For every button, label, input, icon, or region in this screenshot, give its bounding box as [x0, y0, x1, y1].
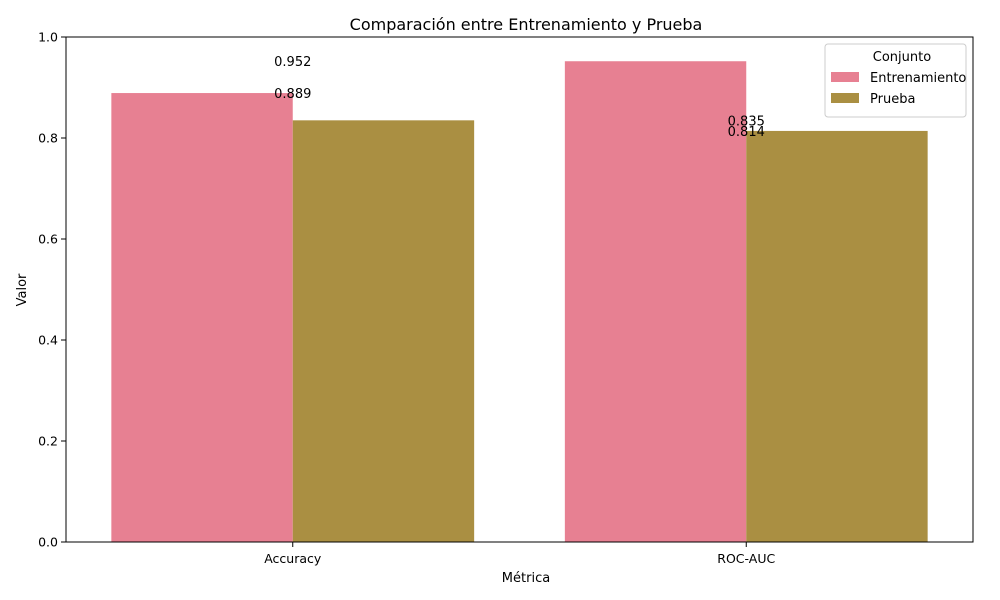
bars-group	[111, 61, 928, 543]
data-label-1: 0.889	[274, 87, 311, 102]
legend-title: Conjunto	[873, 50, 931, 65]
y-axis: 0.0 0.2 0.4 0.6 0.8 1.0	[38, 30, 66, 550]
y-tick-label: 0.0	[38, 535, 58, 550]
legend-label-entrenamiento: Entrenamiento	[870, 71, 966, 86]
legend-swatch-entrenamiento	[831, 72, 859, 82]
legend-swatch-prueba	[831, 93, 859, 103]
legend-box	[824, 43, 967, 118]
x-tick-label: Accuracy	[264, 551, 322, 566]
y-tick-label: 0.4	[38, 333, 58, 348]
y-tick-label: 1.0	[38, 30, 58, 45]
bar-prueba-accuracy	[292, 120, 475, 542]
legend-label-prueba: Prueba	[870, 92, 915, 107]
x-axis-label: Métrica	[502, 571, 550, 586]
y-axis-label: Valor	[15, 273, 30, 306]
plot-frame	[65, 36, 974, 543]
x-tick-label: ROC-AUC	[717, 551, 775, 566]
chart-title: Comparación entre Entrenamiento y Prueba	[350, 15, 703, 34]
bar-entrenamiento-accuracy	[111, 93, 293, 543]
y-tick-label: 0.6	[38, 232, 58, 247]
legend: Conjunto Entrenamiento Prueba	[824, 43, 967, 118]
bar-entrenamiento-roc-auc	[564, 61, 747, 543]
data-label-3: 0.814	[728, 125, 765, 140]
data-label-0: 0.952	[274, 55, 311, 70]
y-tick-label: 0.8	[38, 131, 58, 146]
data-label-2: 0.835	[728, 114, 765, 129]
bar-prueba-roc-auc	[746, 130, 928, 542]
x-axis: Accuracy ROC-AUC	[264, 542, 775, 566]
y-tick-label: 0.2	[38, 434, 58, 449]
